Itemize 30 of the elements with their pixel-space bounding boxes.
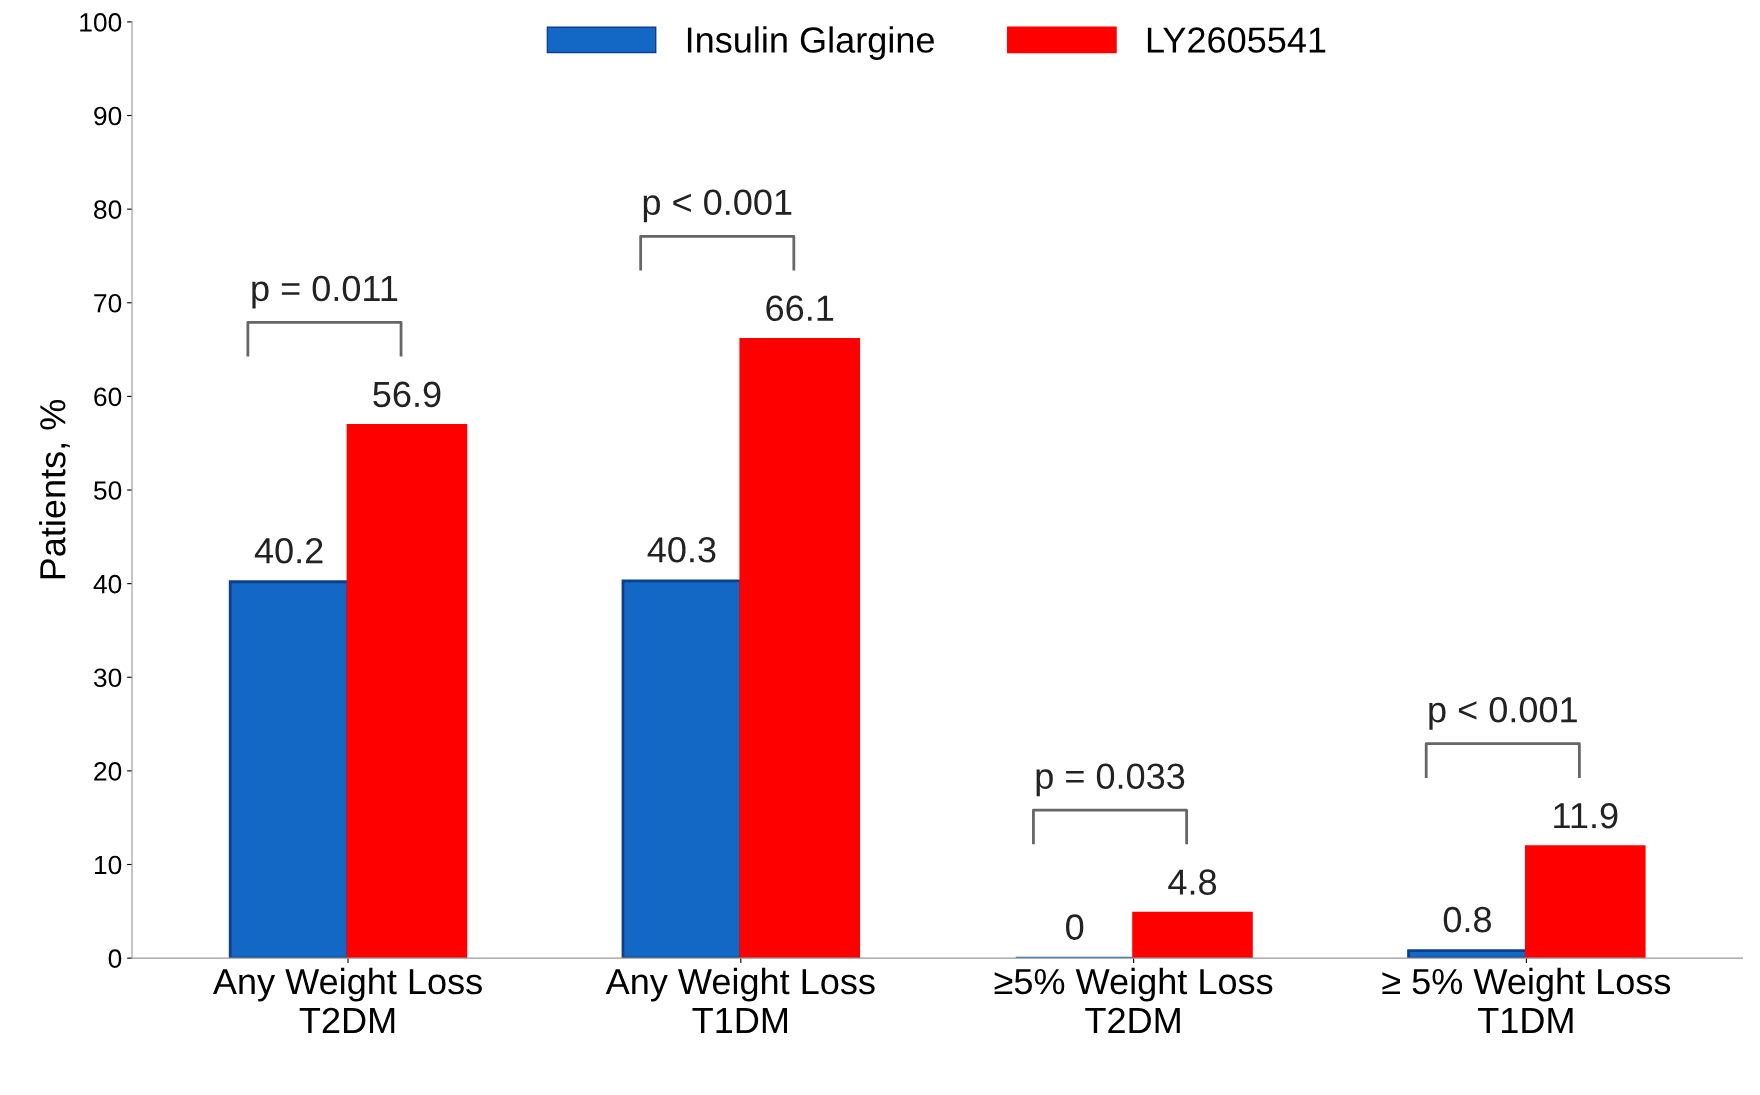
annotation: p < 0.001 <box>1429 696 1577 730</box>
y-tick-label: 90 <box>94 106 122 126</box>
y-tick-label: 70 <box>94 293 122 313</box>
legend-label: LY2605541 <box>1147 27 1326 53</box>
x-tick-label: ≥ 5% Weight Loss T1DM <box>1382 967 1671 1033</box>
data-label: 56.9 <box>373 381 441 408</box>
data-label: 11.9 <box>1554 802 1618 829</box>
data-label: 66.1 <box>766 295 834 322</box>
x-tick-label: ≥5% Weight Loss T2DM <box>994 967 1273 1033</box>
x-tick-label: Any Weight Loss T2DM <box>212 967 482 1033</box>
y-tick-label: 40 <box>93 574 122 594</box>
data-label: 0.8 <box>1443 906 1491 933</box>
y-tick-label: 60 <box>94 387 122 407</box>
y-tick-label: 100 <box>80 13 122 32</box>
annotation: p < 0.001 <box>643 189 792 223</box>
y-tick-label: 80 <box>94 200 122 219</box>
data-label: 0 <box>1066 914 1084 940</box>
data-label: 40.2 <box>254 537 323 564</box>
x-tick-label: Any Weight Loss T1DM <box>605 967 875 1033</box>
y-tick-label: 20 <box>94 762 122 781</box>
legend-label: Insulin Glargine <box>687 26 934 60</box>
y-tick-label: 10 <box>94 855 122 875</box>
annotation: p = 0.011 <box>252 275 398 309</box>
data-label: 40.3 <box>647 537 716 563</box>
y-tick-label: 0 <box>108 949 122 968</box>
annotation: p = 0.033 <box>1036 763 1185 797</box>
y-axis-title: Patients, % <box>39 399 70 579</box>
data-label: 4.8 <box>1168 869 1217 895</box>
y-tick-label: 30 <box>93 668 122 688</box>
y-tick-label: 50 <box>93 481 122 500</box>
